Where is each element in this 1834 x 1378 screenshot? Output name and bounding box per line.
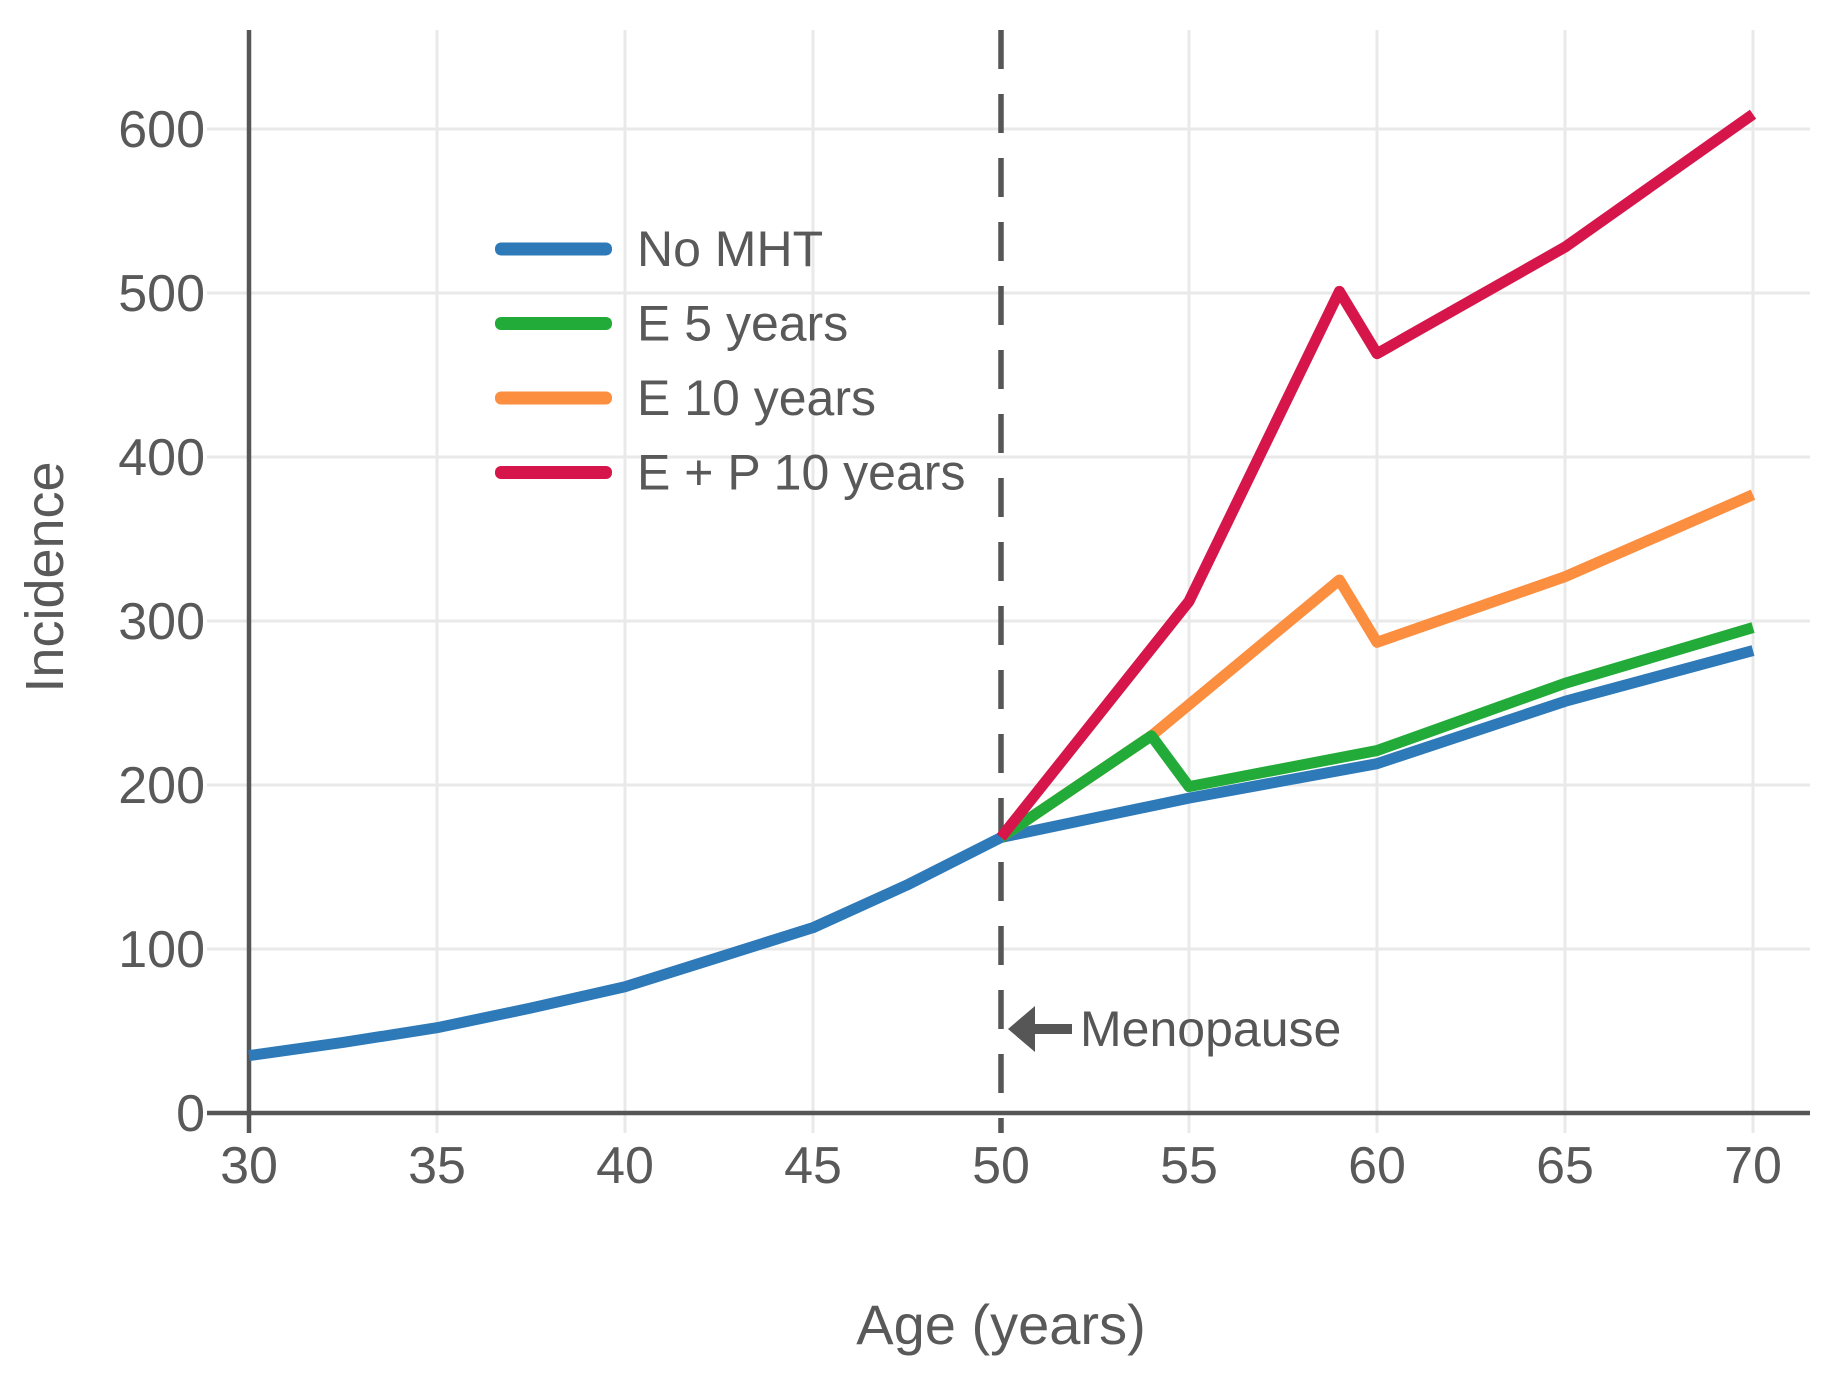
x-tick-label-60: 60 bbox=[1348, 1137, 1406, 1195]
legend-label: E + P 10 years bbox=[637, 445, 965, 501]
legend-swatch bbox=[495, 391, 612, 405]
legend-label: No MHT bbox=[637, 221, 823, 277]
x-tick-label-30: 30 bbox=[220, 1137, 278, 1195]
x-tick-label-45: 45 bbox=[784, 1137, 842, 1195]
y-tick-label-0: 0 bbox=[176, 1085, 205, 1143]
series-line-e-5-years bbox=[997, 622, 1755, 843]
y-tick-label-400: 400 bbox=[118, 429, 205, 487]
legend-item-no-mht: No MHT bbox=[495, 221, 823, 277]
series-line-no-mht bbox=[248, 645, 1755, 1062]
x-tick-label-40: 40 bbox=[596, 1137, 654, 1195]
x-tick-label-70: 70 bbox=[1724, 1137, 1782, 1195]
legend-swatch bbox=[495, 242, 612, 256]
legend-label: E 5 years bbox=[637, 296, 848, 352]
menopause-annotation-text: Menopause bbox=[1080, 1001, 1342, 1057]
legend-item-e-p-10-years: E + P 10 years bbox=[495, 445, 965, 501]
legend-swatch bbox=[495, 317, 612, 330]
y-axis-title: Incidence bbox=[15, 461, 75, 693]
y-tick-label-200: 200 bbox=[118, 757, 205, 815]
y-tick-label-100: 100 bbox=[118, 921, 205, 979]
left-arrow-icon bbox=[1008, 1006, 1072, 1052]
legend-item-e-10-years: E 10 years bbox=[495, 370, 876, 426]
x-tick-label-35: 35 bbox=[408, 1137, 466, 1195]
y-tick-label-500: 500 bbox=[118, 265, 205, 323]
legend-item-e-5-years: E 5 years bbox=[495, 296, 848, 352]
menopause-annotation: Menopause bbox=[1008, 1004, 1341, 1054]
y-tick-label-600: 600 bbox=[118, 101, 205, 159]
x-tick-label-55: 55 bbox=[1160, 1137, 1218, 1195]
x-axis-title: Age (years) bbox=[856, 1293, 1146, 1356]
legend-swatch bbox=[495, 466, 612, 479]
y-tick-label-300: 300 bbox=[118, 593, 205, 651]
x-tick-label-65: 65 bbox=[1536, 1137, 1594, 1195]
series-line-e-p-10-years bbox=[996, 109, 1757, 841]
legend-label: E 10 years bbox=[637, 370, 876, 426]
x-tick-label-50: 50 bbox=[972, 1137, 1030, 1195]
